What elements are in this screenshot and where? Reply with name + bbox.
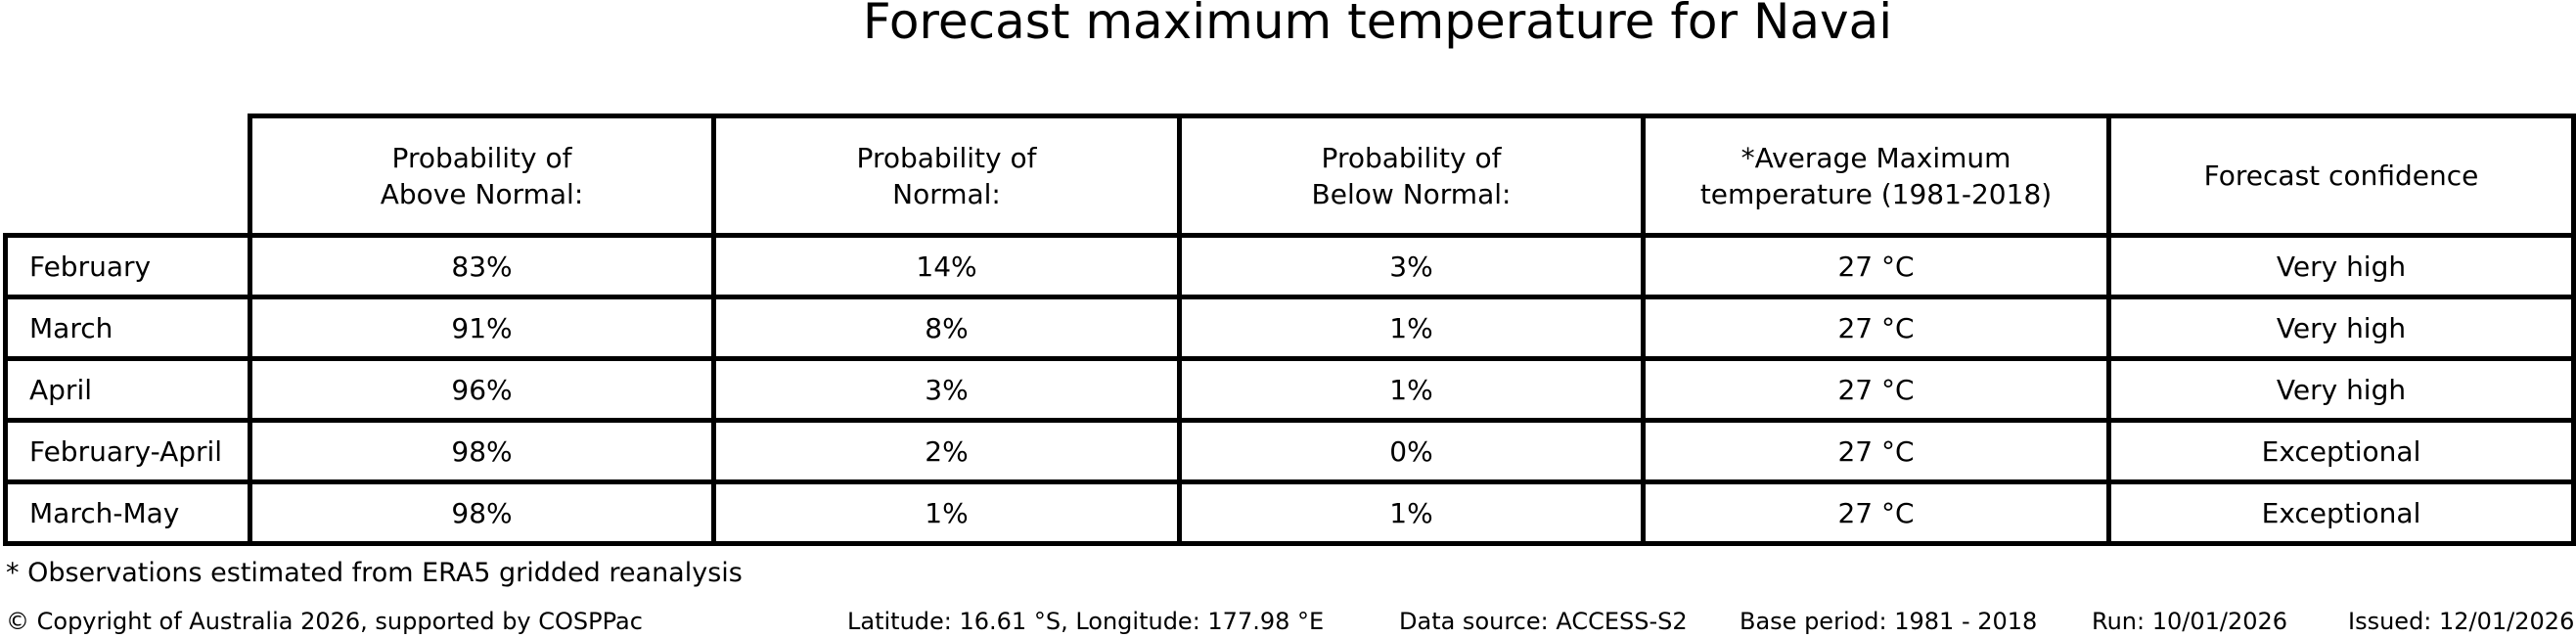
cell-below-normal: 1% <box>1177 479 1646 546</box>
header-above-normal: Probability of Above Normal: <box>248 114 716 238</box>
cell-normal: 14% <box>711 233 1182 299</box>
table-row-march-may: March-May 98% 1% 1% 27 °C Exceptional <box>3 479 2576 546</box>
table-row-february-april: February-April 98% 2% 0% 27 °C Exception… <box>3 418 2576 484</box>
cell-average-max-temperature: 27 °C <box>1641 479 2111 546</box>
header-average-max-temperature: *Average Maximum temperature (1981-2018) <box>1641 114 2111 238</box>
cell-normal: 1% <box>711 479 1182 546</box>
row-label: April <box>3 356 252 423</box>
forecast-table: Probability of Above Normal: Probability… <box>3 114 2576 546</box>
cell-average-max-temperature: 27 °C <box>1641 356 2111 423</box>
cell-above-normal: 91% <box>248 295 716 361</box>
location-text: Latitude: 16.61 °S, Longitude: 177.98 °E <box>847 608 1325 635</box>
table-header-row: Probability of Above Normal: Probability… <box>6 114 2576 238</box>
table-row-february: February 83% 14% 3% 27 °C Very high <box>3 233 2576 299</box>
cell-normal: 8% <box>711 295 1182 361</box>
row-label: March-May <box>3 479 252 546</box>
cell-above-normal: 96% <box>248 356 716 423</box>
cell-above-normal: 83% <box>248 233 716 299</box>
header-forecast-confidence: Forecast confidence <box>2106 114 2576 238</box>
cell-forecast-confidence: Very high <box>2106 356 2576 423</box>
cell-forecast-confidence: Very high <box>2106 233 2576 299</box>
cell-forecast-confidence: Very high <box>2106 295 2576 361</box>
cell-above-normal: 98% <box>248 418 716 484</box>
table-row-march: March 91% 8% 1% 27 °C Very high <box>3 295 2576 361</box>
cell-average-max-temperature: 27 °C <box>1641 233 2111 299</box>
cell-above-normal: 98% <box>248 479 716 546</box>
row-label: March <box>3 295 252 361</box>
cell-below-normal: 3% <box>1177 233 1646 299</box>
corner-empty-cell <box>6 116 250 236</box>
cell-below-normal: 0% <box>1177 418 1646 484</box>
data-source-text: Data source: ACCESS-S2 <box>1399 608 1688 635</box>
copyright-text: © Copyright of Australia 2026, supported… <box>6 608 643 635</box>
issued-date-text: Issued: 12/01/2026 <box>2348 608 2575 635</box>
header-normal: Probability of Normal: <box>711 114 1182 238</box>
cell-average-max-temperature: 27 °C <box>1641 295 2111 361</box>
cell-forecast-confidence: Exceptional <box>2106 418 2576 484</box>
row-label: February <box>3 233 252 299</box>
cell-below-normal: 1% <box>1177 295 1646 361</box>
base-period-text: Base period: 1981 - 2018 <box>1740 608 2038 635</box>
cell-normal: 2% <box>711 418 1182 484</box>
cell-normal: 3% <box>711 356 1182 423</box>
observations-footnote: * Observations estimated from ERA5 gridd… <box>6 558 743 588</box>
row-label: February-April <box>3 418 252 484</box>
header-below-normal: Probability of Below Normal: <box>1177 114 1646 238</box>
page-title: Forecast maximum temperature for Navai <box>862 0 1893 50</box>
run-date-text: Run: 10/01/2026 <box>2092 608 2288 635</box>
cell-below-normal: 1% <box>1177 356 1646 423</box>
cell-forecast-confidence: Exceptional <box>2106 479 2576 546</box>
cell-average-max-temperature: 27 °C <box>1641 418 2111 484</box>
table-row-april: April 96% 3% 1% 27 °C Very high <box>3 356 2576 423</box>
